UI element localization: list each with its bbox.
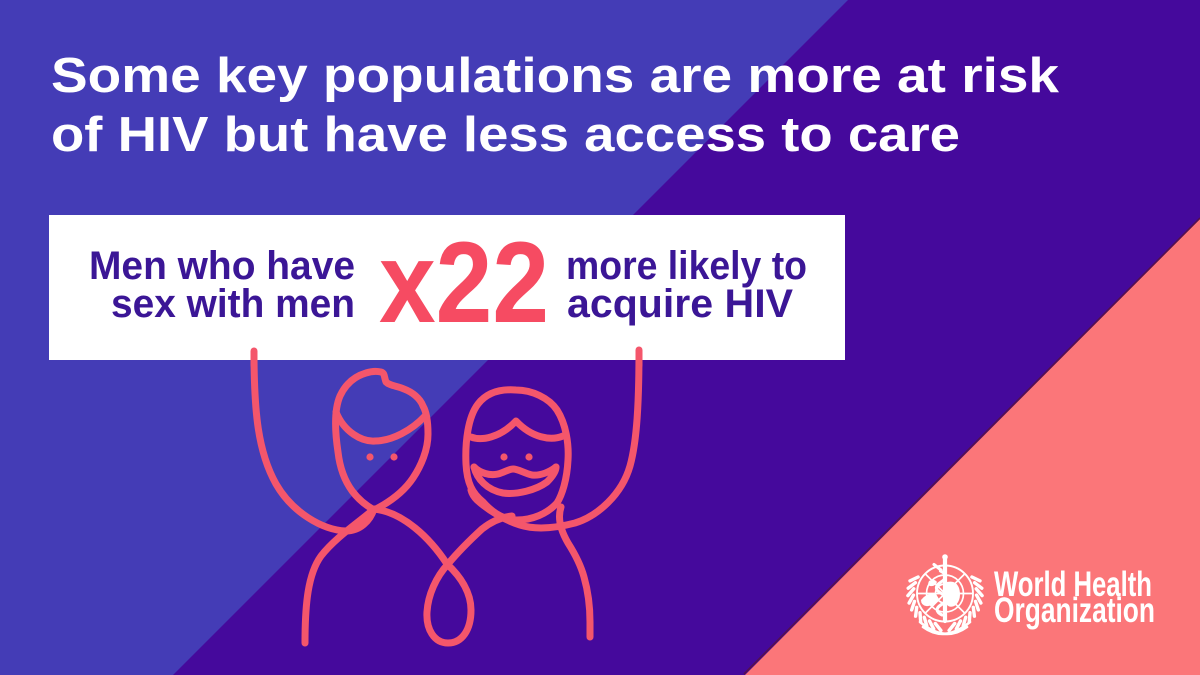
svg-text:acquire HIV: acquire HIV [567, 282, 793, 326]
svg-text:Organization: Organization [994, 591, 1155, 630]
svg-text:Some key populations are more: Some key populations are more at risk [51, 49, 1060, 103]
svg-text:World Health: World Health [994, 565, 1152, 604]
svg-text:more likely to: more likely to [566, 244, 807, 288]
svg-text:x22: x22 [379, 219, 549, 347]
svg-text:sex with men: sex with men [111, 282, 355, 326]
svg-text:of HIV but have less access to: of HIV but have less access to care [51, 108, 960, 162]
svg-text:Men who have: Men who have [89, 244, 355, 288]
